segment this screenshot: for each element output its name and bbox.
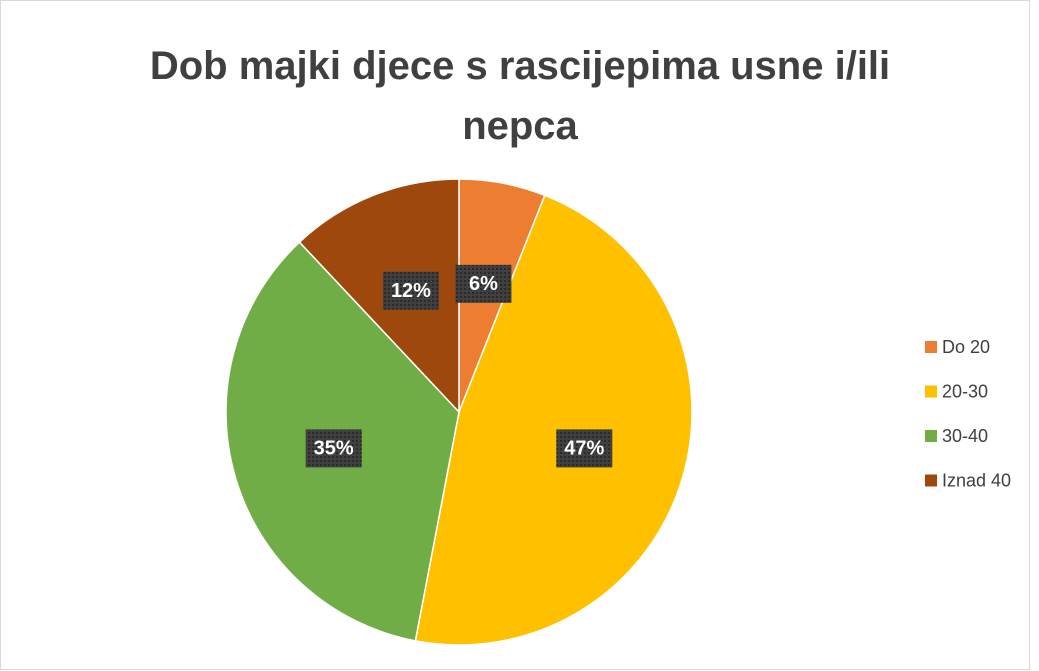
data-label-text: 12% (391, 280, 431, 302)
legend-label: Iznad 40 (942, 470, 1011, 490)
chart-title: Dob majki djece s rascijepima usne i/ili… (149, 44, 891, 148)
legend-swatch (925, 385, 937, 398)
legend-label: 20-30 (942, 381, 988, 401)
legend-label: Do 20 (942, 337, 990, 357)
data-label-box (305, 429, 362, 468)
pie-slice (414, 194, 693, 646)
data-label: 35% (305, 429, 362, 468)
data-label-text: 35% (314, 438, 354, 460)
pie-slice (298, 178, 460, 414)
data-label-box (455, 264, 512, 303)
data-label: 12% (382, 271, 439, 310)
legend-swatch (925, 474, 937, 487)
data-label-text: 47% (564, 438, 604, 460)
legend-swatch (925, 341, 937, 353)
data-label-text: 6% (469, 273, 498, 295)
legend-label: 30-40 (942, 426, 988, 446)
data-label: 6% (455, 264, 512, 303)
data-label: 47% (556, 429, 613, 468)
legend-swatch (925, 430, 937, 442)
data-label-box (382, 271, 439, 310)
data-label-box (556, 429, 613, 468)
